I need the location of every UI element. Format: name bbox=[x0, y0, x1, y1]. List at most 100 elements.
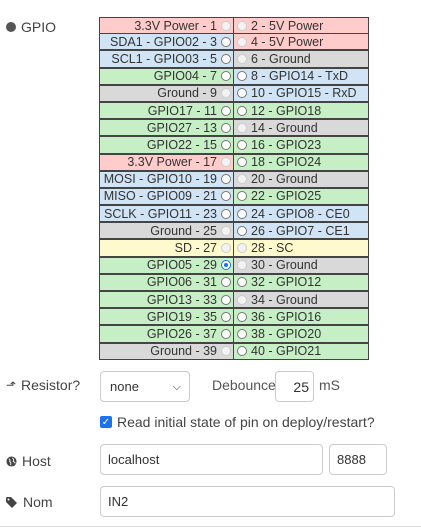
pin-label: GPIO22 - 15 bbox=[146, 137, 217, 152]
pin-radio[interactable] bbox=[237, 328, 247, 339]
pin-radio[interactable] bbox=[221, 294, 231, 305]
pin-label: GPIO27 - 13 bbox=[146, 120, 217, 135]
pin-cell-left[interactable]: SDA1 - GPIO02 - 3 bbox=[99, 33, 233, 51]
pin-radio[interactable] bbox=[237, 71, 247, 82]
pin-cell-left[interactable]: MOSI - GPIO10 - 19 bbox=[99, 170, 233, 188]
pin-cell-left[interactable]: GPIO27 - 13 bbox=[99, 119, 233, 137]
pin-radio[interactable] bbox=[221, 122, 231, 133]
pin-label: 38 - GPIO20 bbox=[251, 326, 322, 341]
pin-cell-left[interactable]: GPIO22 - 15 bbox=[99, 136, 233, 154]
pin-label: 2 - 5V Power bbox=[251, 18, 324, 33]
pin-radio bbox=[237, 174, 247, 185]
pin-cell-right[interactable]: 22 - GPIO25 bbox=[233, 187, 369, 206]
pin-radio bbox=[221, 20, 231, 31]
debounce-input[interactable]: 25 bbox=[275, 371, 314, 402]
pin-radio[interactable] bbox=[237, 105, 247, 116]
pin-label: 28 - SC bbox=[251, 241, 294, 256]
pin-radio[interactable] bbox=[221, 71, 231, 82]
pin-row: GPIO26 - 37 38 - GPIO20 bbox=[99, 325, 369, 343]
pin-cell-left[interactable]: GPIO13 - 33 bbox=[99, 291, 233, 309]
divider bbox=[0, 526, 421, 527]
pin-radio[interactable] bbox=[221, 105, 231, 116]
pin-cell-left[interactable]: GPIO04 - 7 bbox=[99, 67, 233, 85]
read-initial-checkbox[interactable]: ✓ bbox=[100, 416, 112, 428]
pin-radio[interactable] bbox=[237, 311, 247, 322]
pin-row: SCL1 - GPIO03 - 5 6 - Ground bbox=[99, 50, 369, 68]
pin-label: 18 - GPIO24 bbox=[251, 155, 322, 170]
pin-cell-left: 3.3V Power - 1 bbox=[99, 17, 233, 35]
pin-cell-left[interactable]: SCLK - GPIO11 - 23 bbox=[99, 205, 233, 223]
pin-cell-right[interactable]: 40 - GPIO21 bbox=[233, 342, 369, 360]
pin-radio[interactable] bbox=[237, 88, 247, 99]
pin-cell-right[interactable]: 18 - GPIO24 bbox=[233, 153, 369, 171]
pin-radio bbox=[237, 53, 247, 64]
pin-cell-left[interactable]: GPIO19 - 35 bbox=[99, 308, 233, 326]
pin-radio bbox=[237, 260, 247, 271]
pin-label: 36 - GPIO16 bbox=[251, 309, 322, 324]
pin-radio[interactable] bbox=[237, 191, 247, 202]
pin-radio[interactable] bbox=[221, 191, 231, 202]
pin-cell-right[interactable]: 36 - GPIO16 bbox=[233, 308, 369, 326]
pin-label: 4 - 5V Power bbox=[251, 34, 324, 49]
pin-cell-right[interactable]: 8 - GPIO14 - TxD bbox=[233, 67, 369, 85]
pin-radio[interactable] bbox=[237, 139, 247, 150]
pin-cell-left: Ground - 25 bbox=[99, 222, 233, 240]
pin-radio[interactable] bbox=[221, 260, 231, 271]
pin-radio[interactable] bbox=[221, 328, 231, 339]
resistor-select-value: none bbox=[110, 379, 139, 394]
pin-radio bbox=[221, 157, 231, 168]
pin-label: 34 - Ground bbox=[251, 292, 318, 307]
pin-radio[interactable] bbox=[221, 139, 231, 150]
pin-cell-right[interactable]: 16 - GPIO23 bbox=[233, 136, 369, 154]
pin-cell-right[interactable]: 12 - GPIO18 bbox=[233, 101, 369, 120]
pin-row: SD - 27 28 - SC bbox=[99, 239, 369, 257]
pin-cell-left[interactable]: GPIO26 - 37 bbox=[99, 325, 233, 343]
pin-radio bbox=[221, 346, 231, 357]
host-value: localhost bbox=[108, 452, 160, 467]
name-input[interactable]: IN2 bbox=[100, 486, 395, 517]
pin-cell-right[interactable]: 26 - GPIO7 - CE1 bbox=[233, 222, 369, 240]
pin-cell-right[interactable]: 32 - GPIO12 bbox=[233, 273, 369, 291]
pin-label: Ground - 25 bbox=[150, 223, 217, 238]
pin-row: SCLK - GPIO11 - 23 24 - GPIO8 - CE0 bbox=[99, 205, 369, 223]
host-input[interactable]: localhost bbox=[100, 444, 323, 475]
pin-cell-left: SD - 27 bbox=[99, 239, 233, 257]
pin-cell-right: 4 - 5V Power bbox=[233, 33, 369, 51]
pin-radio[interactable] bbox=[237, 225, 247, 236]
pin-radio[interactable] bbox=[237, 277, 247, 288]
pin-label: GPIO04 - 7 bbox=[153, 69, 217, 84]
pin-cell-right[interactable]: 24 - GPIO8 - CE0 bbox=[233, 205, 369, 223]
pin-radio[interactable] bbox=[221, 36, 231, 47]
pin-row: GPIO19 - 35 36 - GPIO16 bbox=[99, 308, 369, 326]
pin-label: 20 - Ground bbox=[251, 172, 318, 187]
pin-radio[interactable] bbox=[221, 311, 231, 322]
port-input[interactable]: 8888 bbox=[329, 444, 387, 475]
resistor-select[interactable]: none ⌵ bbox=[100, 371, 190, 402]
pin-radio[interactable] bbox=[237, 346, 247, 357]
pin-row: GPIO04 - 7 8 - GPIO14 - TxD bbox=[99, 67, 369, 86]
pin-cell-left[interactable]: SCL1 - GPIO03 - 5 bbox=[99, 50, 233, 68]
pin-cell-right[interactable]: 10 - GPIO15 - RxD bbox=[233, 84, 369, 102]
pin-radio bbox=[237, 294, 247, 305]
pin-cell-left[interactable]: MISO - GPIO09 - 21 bbox=[99, 187, 233, 206]
pin-label: 22 - GPIO25 bbox=[251, 189, 322, 204]
pin-row: MOSI - GPIO10 - 19 20 - Ground bbox=[99, 170, 369, 189]
resistor-label: ⬏ Resistor? bbox=[6, 377, 80, 393]
pin-cell-right: 30 - Ground bbox=[233, 256, 369, 274]
pin-radio[interactable] bbox=[221, 208, 231, 219]
pin-radio[interactable] bbox=[221, 53, 231, 64]
pin-cell-left[interactable]: GPIO17 - 11 bbox=[99, 101, 233, 120]
pin-radio bbox=[237, 36, 247, 47]
gpio-heading-label: GPIO bbox=[21, 19, 57, 35]
pin-radio[interactable] bbox=[237, 208, 247, 219]
pin-cell-left[interactable]: GPIO06 - 31 bbox=[99, 273, 233, 291]
pin-cell-left[interactable]: GPIO05 - 29 bbox=[99, 256, 233, 274]
pin-label: MOSI - GPIO10 - 19 bbox=[103, 172, 217, 187]
debounce-unit: mS bbox=[319, 377, 340, 393]
pin-cell-right[interactable]: 38 - GPIO20 bbox=[233, 325, 369, 343]
pin-radio[interactable] bbox=[237, 157, 247, 168]
read-initial-label: Read initial state of pin on deploy/rest… bbox=[117, 414, 375, 430]
pin-radio[interactable] bbox=[221, 174, 231, 185]
pin-label: GPIO26 - 37 bbox=[146, 326, 217, 341]
pin-radio[interactable] bbox=[221, 277, 231, 288]
